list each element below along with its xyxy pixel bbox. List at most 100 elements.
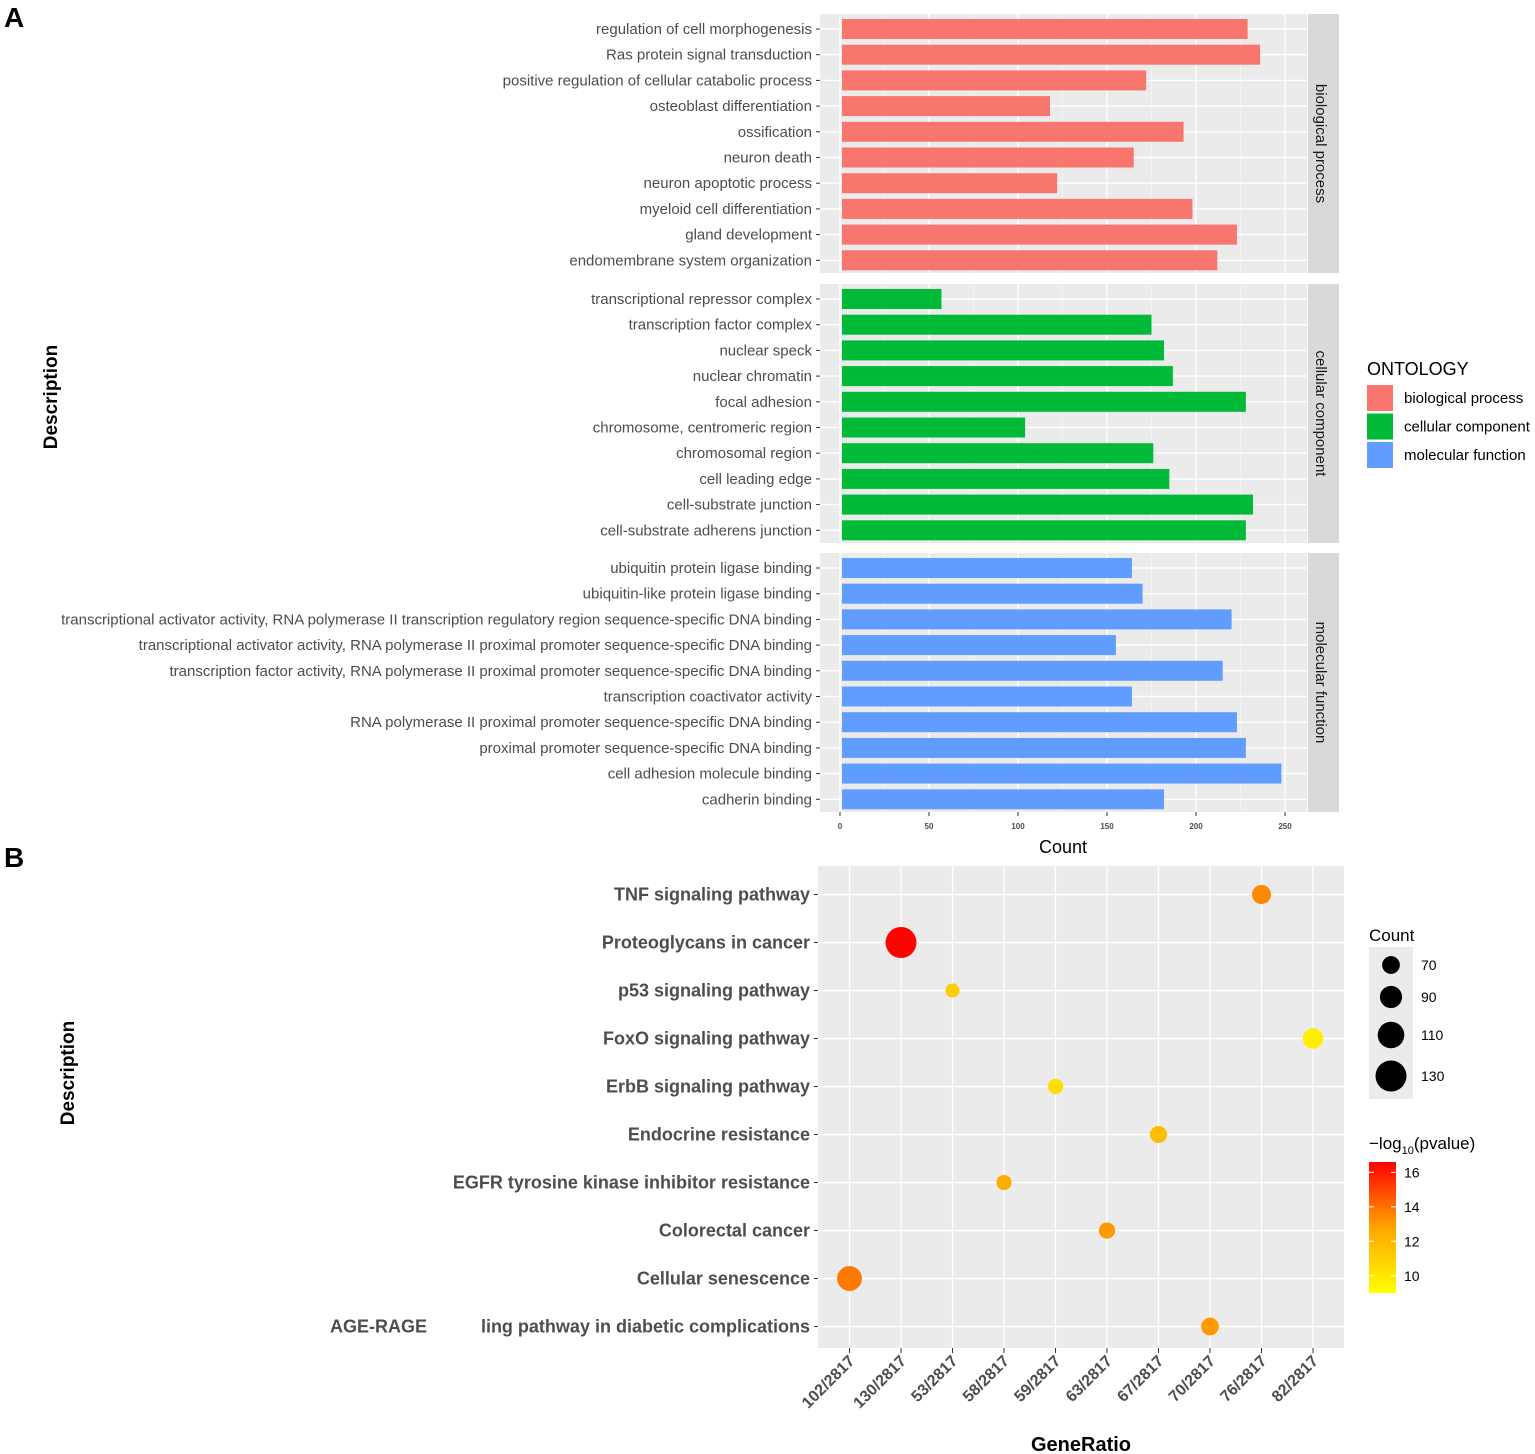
bar xyxy=(842,198,1193,219)
x-tick-label: 102/2817 xyxy=(799,1353,858,1412)
pvalue-colorbar xyxy=(1369,1162,1396,1293)
bar xyxy=(842,340,1164,361)
bar xyxy=(842,609,1232,630)
count-legend-dot xyxy=(1382,956,1400,974)
facet-panels: biological process regulation of cell mor… xyxy=(61,14,1339,812)
category-label: TNF signaling pathway xyxy=(614,885,810,905)
x-tick-label: 59/2817 xyxy=(1011,1353,1064,1406)
panel-a-label: A xyxy=(4,2,24,33)
colorbar-label: 14 xyxy=(1404,1199,1420,1215)
facet-strip xyxy=(1308,14,1339,273)
point xyxy=(1201,1317,1219,1336)
pvalue-legend-title: −log10(pvalue) xyxy=(1369,1134,1475,1157)
facet-molecular-function: molecular function ubiquitin protein liga… xyxy=(61,553,1339,812)
category-label-fragmented: AGE-RAGE ling pathway in diabetic complic… xyxy=(330,1317,810,1337)
bar xyxy=(842,173,1058,194)
category-label: proximal promoter sequence-specific DNA … xyxy=(479,740,812,757)
bar xyxy=(842,70,1147,91)
category-label: cell-substrate adherens junction xyxy=(600,522,812,539)
facet-strip xyxy=(1308,284,1339,543)
category-label: chromosome, centromeric region xyxy=(593,420,812,437)
count-legend-label: 70 xyxy=(1421,957,1437,973)
category-label: transcription factor complex xyxy=(629,317,813,334)
category-label: gland development xyxy=(685,227,813,244)
category-label: FoxO signaling pathway xyxy=(603,1029,810,1049)
x-tick-label: 67/2817 xyxy=(1114,1353,1167,1406)
colorbar-label: 16 xyxy=(1404,1164,1420,1180)
x-tick-label: 150 xyxy=(1100,822,1114,831)
x-tick-label: 58/2817 xyxy=(960,1353,1013,1406)
panel-b-dot-chart: TNF signaling pathway Proteoglycans in ca… xyxy=(58,866,1475,1454)
count-legend-dot xyxy=(1377,1021,1405,1049)
bar xyxy=(842,686,1132,707)
category-label: nuclear chromatin xyxy=(693,368,812,385)
category-label: osteoblast differentiation xyxy=(650,98,812,115)
category-label: neuron death xyxy=(724,150,812,167)
legend-swatch xyxy=(1367,413,1393,440)
count-legend-title: Count xyxy=(1369,926,1415,945)
x-tick-label: 82/2817 xyxy=(1269,1353,1322,1406)
category-label: myeloid cell differentiation xyxy=(640,201,812,218)
x-tick-label: 76/2817 xyxy=(1217,1353,1270,1406)
panel-a-bar-chart: biological process regulation of cell mor… xyxy=(41,14,1531,857)
x-tick-label: 250 xyxy=(1278,822,1292,831)
x-tick-label: 200 xyxy=(1189,822,1203,831)
category-label-fragment: AGE-RAGE xyxy=(330,1317,427,1337)
category-label: regulation of cell morphogenesis xyxy=(596,21,812,38)
category-label: p53 signaling pathway xyxy=(618,981,810,1001)
count-legend: Count 70 90 110 130 xyxy=(1369,926,1445,1099)
point xyxy=(945,983,960,998)
category-label: Proteoglycans in cancer xyxy=(602,933,810,953)
category-label: Endocrine resistance xyxy=(628,1125,810,1145)
facet-strip xyxy=(1308,553,1339,812)
category-label: Ras protein signal transduction xyxy=(606,47,812,64)
category-label: focal adhesion xyxy=(715,394,812,411)
bar xyxy=(842,96,1051,117)
legend-label: molecular function xyxy=(1404,447,1526,464)
count-legend-label: 90 xyxy=(1421,989,1437,1005)
legend-label: biological process xyxy=(1404,390,1523,407)
point xyxy=(1302,1028,1324,1049)
category-label: endomembrane system organization xyxy=(569,252,812,269)
bar xyxy=(842,366,1173,387)
bar xyxy=(842,635,1116,656)
x-tick-label: 0 xyxy=(838,822,843,831)
pvalue-title-suffix: (pvalue) xyxy=(1414,1134,1475,1153)
bar xyxy=(842,314,1152,335)
bar xyxy=(842,19,1248,39)
count-legend-dot xyxy=(1375,1060,1407,1092)
y-axis-title: Description xyxy=(41,345,62,450)
x-axis-title: GeneRatio xyxy=(1031,1434,1131,1454)
x-tick-label: 130/2817 xyxy=(851,1353,910,1412)
bar xyxy=(842,660,1223,681)
bar xyxy=(842,391,1246,412)
legend-title: ONTOLOGY xyxy=(1367,359,1469,379)
y-axis-title: Description xyxy=(58,1021,79,1126)
y-axis-labels: TNF signaling pathway Proteoglycans in ca… xyxy=(330,885,818,1337)
facet-cellular-component: cellular component transcriptional repres… xyxy=(591,284,1339,543)
category-label: cell adhesion molecule binding xyxy=(608,766,812,783)
legend-swatch xyxy=(1367,385,1393,411)
category-label: ubiquitin-like protein ligase binding xyxy=(583,586,812,603)
category-label: ossification xyxy=(738,124,812,141)
category-label: positive regulation of cellular cataboli… xyxy=(503,72,812,89)
facet-strip-label: biological process xyxy=(1312,84,1329,203)
category-label: cadherin binding xyxy=(702,791,812,808)
category-label: cell leading edge xyxy=(699,471,812,488)
bar xyxy=(842,443,1154,464)
pvalue-title-sub: 10 xyxy=(1402,1145,1414,1157)
count-legend-dot xyxy=(1379,985,1403,1009)
facet-biological-process: biological process regulation of cell mor… xyxy=(503,14,1339,273)
category-label: Cellular senescence xyxy=(637,1269,810,1289)
bar xyxy=(842,121,1184,142)
ontology-legend: ONTOLOGY biological process cellular comp… xyxy=(1367,359,1531,468)
bar xyxy=(842,520,1246,541)
x-axis-ticks: 102/2817130/281753/281758/281759/281763/… xyxy=(799,1348,1322,1412)
bar xyxy=(842,417,1026,438)
x-tick-label: 63/2817 xyxy=(1063,1353,1116,1406)
bar xyxy=(842,468,1170,489)
category-label: transcription factor activity, RNA polym… xyxy=(170,663,813,680)
bar xyxy=(842,44,1261,65)
point xyxy=(885,927,917,958)
